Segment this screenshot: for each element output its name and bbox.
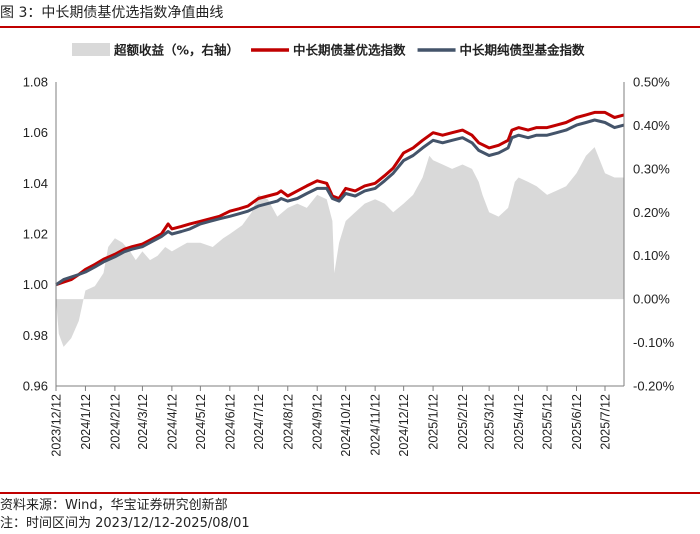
right-axis-tick-label: 0.00% bbox=[633, 292, 670, 307]
x-axis-tick-label: 2025/5/12 bbox=[541, 394, 555, 450]
x-axis-tick-label: 2024/8/12 bbox=[281, 394, 295, 450]
right-axis-tick-label: 0.40% bbox=[633, 118, 670, 133]
x-axis-tick-label: 2025/6/12 bbox=[570, 394, 584, 450]
legend: 超额收益（%，右轴） 中长期债基优选指数 中长期纯债型基金指数 bbox=[72, 43, 585, 58]
x-axis-tick-label: 2024/5/12 bbox=[194, 394, 208, 450]
source-note: 资料来源：Wind，华宝证券研究创新部 bbox=[0, 498, 228, 513]
index-lines-layer bbox=[55, 110, 625, 287]
x-axis-tick-label: 2024/12/12 bbox=[397, 394, 411, 457]
figure-title: 图 3：中长期债基优选指数净值曲线 bbox=[0, 5, 224, 21]
chart-area: 0.96 0.98 1.00 1.02 1.04 1.06 1.08 -0.20% -0.10%… bbox=[23, 43, 675, 457]
right-axis-tick-label: -0.20% bbox=[633, 379, 675, 394]
pure-bond-fund-index-line bbox=[55, 118, 625, 286]
legend-swatch bbox=[72, 43, 110, 56]
legend-excess-return: 超额收益（%，右轴） bbox=[72, 43, 239, 58]
right-axis-tick-label: 0.20% bbox=[633, 205, 670, 220]
x-axis-tick-label: 2025/2/12 bbox=[456, 394, 470, 450]
right-axis-tick-label: 0.10% bbox=[633, 248, 670, 263]
x-axis-tick-label: 2024/4/12 bbox=[165, 394, 179, 450]
legend-preferred-index: 中长期债基优选指数 bbox=[251, 43, 406, 58]
x-axis-tick-label: 2024/9/12 bbox=[311, 394, 325, 450]
footer-rule bbox=[0, 492, 700, 494]
left-axis-tick-label: 0.96 bbox=[23, 379, 48, 394]
right-axis-tick-label: 0.50% bbox=[633, 75, 670, 90]
x-axis-tick-label: 2025/4/12 bbox=[512, 394, 526, 450]
left-axis-tick-label: 1.00 bbox=[23, 277, 48, 292]
left-axis-tick-label: 1.02 bbox=[23, 227, 48, 242]
x-axis-tick-label: 2023/12/12 bbox=[50, 394, 64, 457]
x-axis-tick-label: 2024/1/12 bbox=[79, 394, 93, 450]
legend-label: 超额收益（%，右轴） bbox=[113, 43, 239, 58]
legend-pure-bond-fund-index: 中长期纯债型基金指数 bbox=[417, 43, 586, 58]
axes-layer: 0.96 0.98 1.00 1.02 1.04 1.06 1.08 -0.20% -0.10%… bbox=[23, 75, 675, 457]
left-axis-tick-label: 1.06 bbox=[23, 125, 48, 140]
left-axis-tick-label: 0.98 bbox=[23, 328, 48, 343]
x-axis-tick-label: 2025/3/12 bbox=[483, 394, 497, 450]
right-axis-tick-label: 0.30% bbox=[633, 161, 670, 176]
x-axis-tick-label: 2024/6/12 bbox=[223, 394, 237, 450]
excess-return-area-layer bbox=[56, 147, 624, 347]
left-axis-tick-label: 1.08 bbox=[23, 75, 48, 90]
excess-return-area bbox=[56, 147, 624, 347]
right-axis-tick-label: -0.10% bbox=[633, 335, 675, 350]
x-axis-tick-label: 2025/1/12 bbox=[427, 394, 441, 450]
period-note: 注：时间区间为 2023/12/12-2025/08/01 bbox=[0, 516, 250, 531]
x-axis-tick-label: 2024/7/12 bbox=[252, 394, 266, 450]
legend-label: 中长期债基优选指数 bbox=[293, 43, 406, 58]
title-rule bbox=[0, 26, 700, 28]
x-axis-tick-label: 2025/7/12 bbox=[599, 394, 613, 450]
left-axis-tick-label: 1.04 bbox=[23, 176, 48, 191]
x-axis-tick-label: 2024/11/12 bbox=[369, 394, 383, 456]
legend-label: 中长期纯债型基金指数 bbox=[460, 43, 586, 58]
x-axis-tick-label: 2024/10/12 bbox=[339, 394, 353, 457]
x-axis-tick-label: 2024/3/12 bbox=[136, 394, 150, 450]
x-axis-tick-label: 2024/2/12 bbox=[108, 394, 122, 450]
